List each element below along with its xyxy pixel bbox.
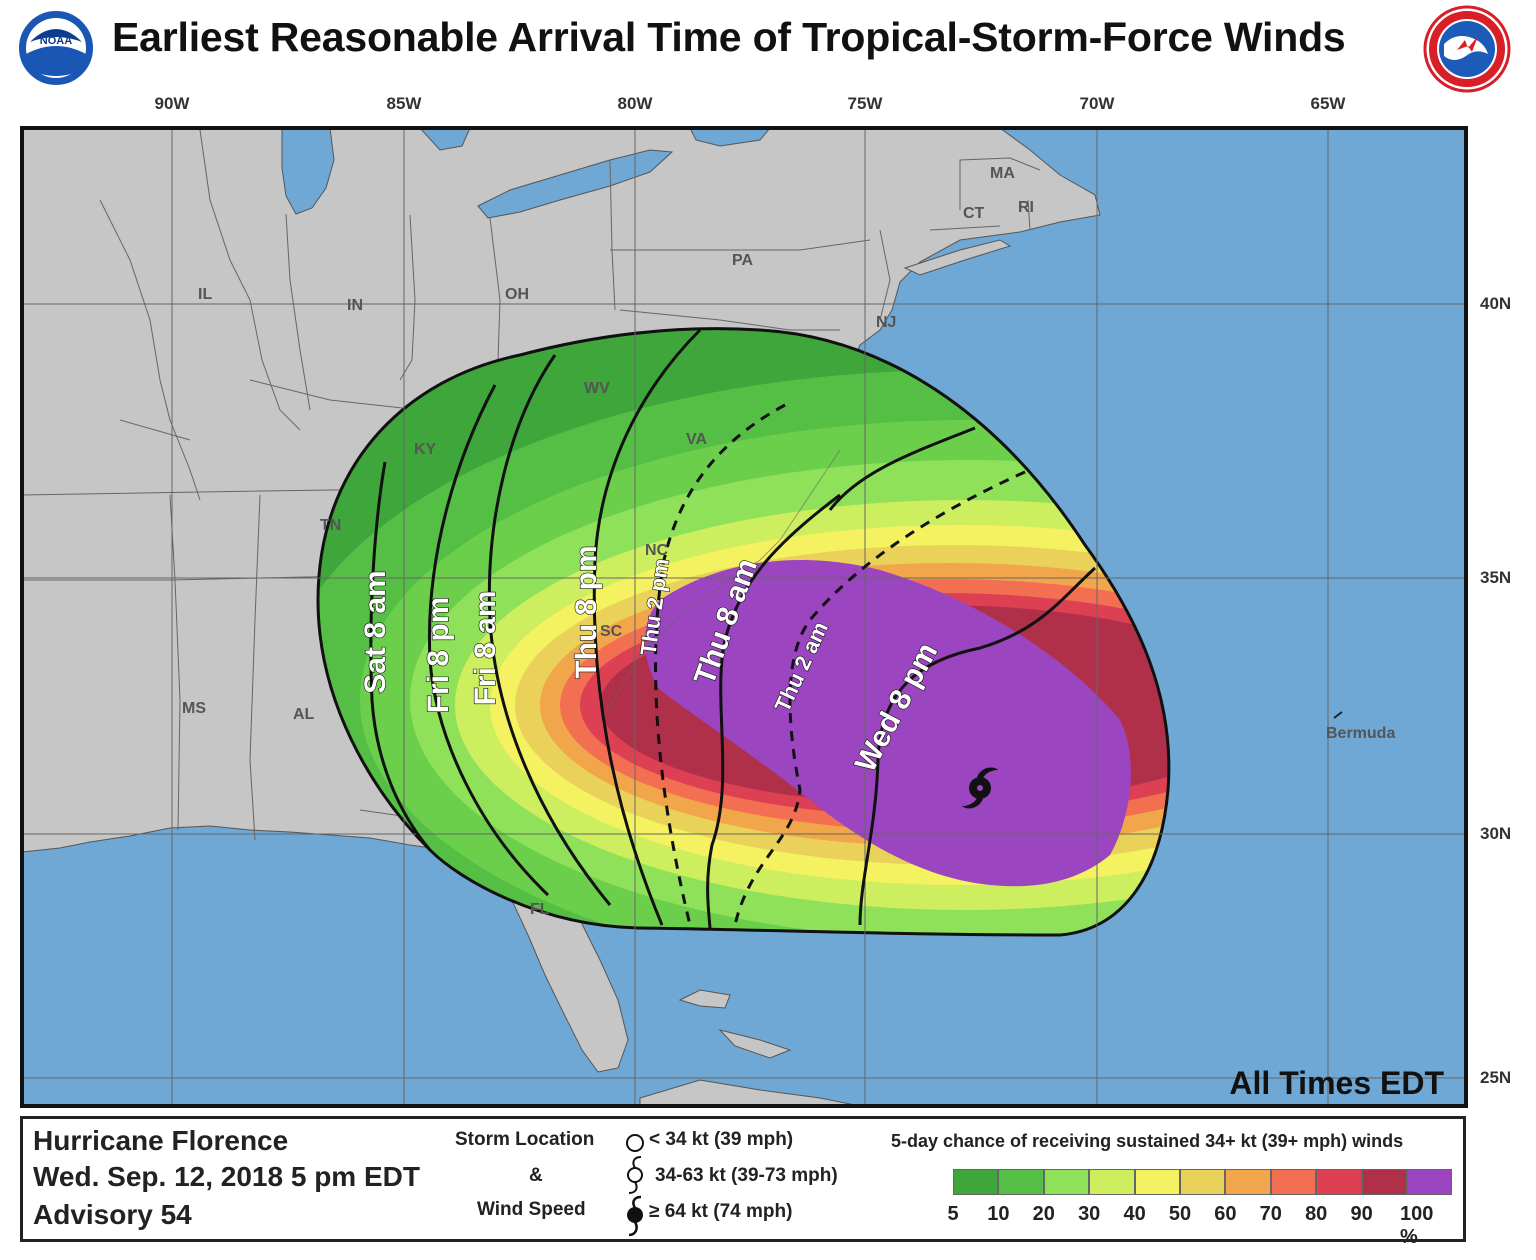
- probability-level-label: 5: [947, 1203, 959, 1225]
- label-fri-8am: Fri 8 am: [469, 590, 502, 705]
- lat-label-40n: 40N: [1480, 294, 1512, 313]
- probability-swatch: [1043, 1169, 1090, 1195]
- lon-label-80w: 80W: [617, 94, 653, 113]
- circle-icon: [626, 1134, 644, 1152]
- land-bahamas: [678, 989, 731, 1009]
- state-label-il: IL: [198, 286, 212, 303]
- contour-thu-8pm: [592, 328, 702, 926]
- state-label-va: VA: [686, 431, 707, 448]
- symbol-label-low: < 34 kt (39 mph): [649, 1129, 794, 1150]
- coast-overlay: [599, 449, 841, 721]
- land-cuba: [639, 1079, 861, 1106]
- label-fri-8pm: Fri 8 pm: [422, 597, 455, 714]
- probability-swatch: [1180, 1169, 1226, 1195]
- place-label-bermuda: Bermuda: [1326, 725, 1395, 742]
- state-label-ri: RI: [1018, 199, 1034, 216]
- land-bahamas-2: [718, 1029, 792, 1059]
- probability-level-label: 10: [987, 1203, 1010, 1225]
- symbol-label-ts: 34-63 kt (39-73 mph): [655, 1165, 838, 1186]
- symbol-label-hu: ≥ 64 kt (74 mph): [649, 1201, 793, 1222]
- storm-name: Hurricane Florence: [33, 1125, 289, 1156]
- hurricane-icon-storm-location: [962, 767, 998, 809]
- lake-ontario: [689, 128, 771, 147]
- state-label-oh: OH: [505, 286, 529, 303]
- state-label-ky: KY: [414, 441, 437, 458]
- probability-level-label: 30: [1078, 1203, 1101, 1225]
- advisory-date: Wed. Sep. 12, 2018 5 pm EDT: [33, 1161, 420, 1192]
- arrival-contours: [369, 328, 1097, 929]
- lat-label-30n: 30N: [1480, 824, 1512, 843]
- contour-wed-8pm: [828, 426, 976, 511]
- state-label-pa: PA: [732, 252, 753, 269]
- tropical-storm-icon: [627, 1156, 643, 1194]
- lat-label-25n: 25N: [1480, 1068, 1512, 1087]
- nws-logo: [1423, 5, 1511, 93]
- contour-sat-8am: [369, 461, 432, 851]
- probability-swatch: [1089, 1169, 1135, 1195]
- lake-michigan: [281, 128, 335, 215]
- lake-huron: [419, 128, 471, 151]
- graticule: [22, 128, 1466, 1106]
- state-label-ms: MS: [182, 700, 206, 717]
- probability-swatch: [1134, 1169, 1180, 1195]
- contour-fri-8am: [487, 354, 612, 906]
- probability-level-label: 60: [1214, 1203, 1237, 1225]
- hurricane-icon: [627, 1195, 643, 1237]
- probability-level-label: 80: [1305, 1203, 1328, 1225]
- state-label-wv: WV: [584, 380, 610, 397]
- lon-label-85w: 85W: [386, 94, 422, 113]
- state-label-sc: SC: [600, 623, 623, 640]
- lon-label-90w: 90W: [154, 94, 190, 113]
- contour-thu-2pm: [654, 403, 786, 926]
- storm-location-ampersand: &: [529, 1165, 543, 1186]
- state-label-al: AL: [293, 706, 315, 723]
- probability-swatch: [1270, 1169, 1317, 1195]
- probability-swatch: [1361, 1169, 1407, 1195]
- probability-swatch: [953, 1169, 999, 1195]
- storm-location-title: Storm Location: [455, 1129, 595, 1150]
- state-label-ct: CT: [963, 205, 985, 222]
- contour-thu-8am: [706, 493, 841, 929]
- probability-swatch: [1316, 1169, 1362, 1195]
- all-times-note: All Times EDT: [1229, 1065, 1444, 1101]
- lon-label-70w: 70W: [1079, 94, 1115, 113]
- state-label-fl: FL: [530, 901, 550, 918]
- probability-level-label: 70: [1259, 1203, 1282, 1225]
- state-label-ma: MA: [990, 165, 1015, 182]
- lon-label-75w: 75W: [847, 94, 883, 113]
- land-long-island: [903, 239, 1012, 276]
- map-frame: [20, 126, 1468, 1108]
- probability-swatch: [1225, 1169, 1271, 1195]
- state-label-tn: TN: [320, 517, 341, 534]
- state-labels: MA CT RI PA NJ IL IN OH WV VA KY TN NC S…: [182, 165, 1395, 918]
- lat-label-35n: 35N: [1480, 568, 1512, 587]
- noaa-logo-text: NOAA: [40, 35, 72, 47]
- lake-erie: [477, 149, 674, 219]
- wind-speed-title: Wind Speed: [477, 1199, 586, 1220]
- probability-swatch: [998, 1169, 1044, 1195]
- state-label-in: IN: [347, 297, 363, 314]
- noaa-logo: NOAA: [17, 9, 95, 87]
- contour-wed-8pm-2: [858, 566, 1097, 926]
- map: Sat 8 am Fri 8 pm Fri 8 am Thu 8 pm Thu …: [20, 126, 1468, 1108]
- probability-title: 5-day chance of receiving sustained 34+ …: [891, 1131, 1404, 1151]
- map-title: Earliest Reasonable Arrival Time of Trop…: [112, 14, 1346, 60]
- state-label-nc: NC: [645, 542, 669, 559]
- probability-level-label: 20: [1032, 1203, 1055, 1225]
- probability-level-label: 50: [1168, 1203, 1192, 1225]
- label-sat-8am: Sat 8 am: [359, 570, 392, 693]
- probability-level-label: 100 %: [1400, 1203, 1434, 1248]
- land-bermuda: [1333, 711, 1343, 719]
- probability-level-label: 90: [1350, 1203, 1373, 1225]
- probability-level-label: 40: [1123, 1203, 1146, 1225]
- advisory-number: Advisory 54: [33, 1199, 192, 1230]
- legend-panel: Hurricane Florence Wed. Sep. 12, 2018 5 …: [20, 1116, 1466, 1248]
- contour-fri-8pm: [427, 384, 550, 897]
- lon-label-65w: 65W: [1310, 94, 1346, 113]
- probability-swatch: [1407, 1169, 1453, 1195]
- state-label-nj: NJ: [876, 314, 896, 331]
- label-thu-8pm: Thu 8 pm: [570, 545, 603, 678]
